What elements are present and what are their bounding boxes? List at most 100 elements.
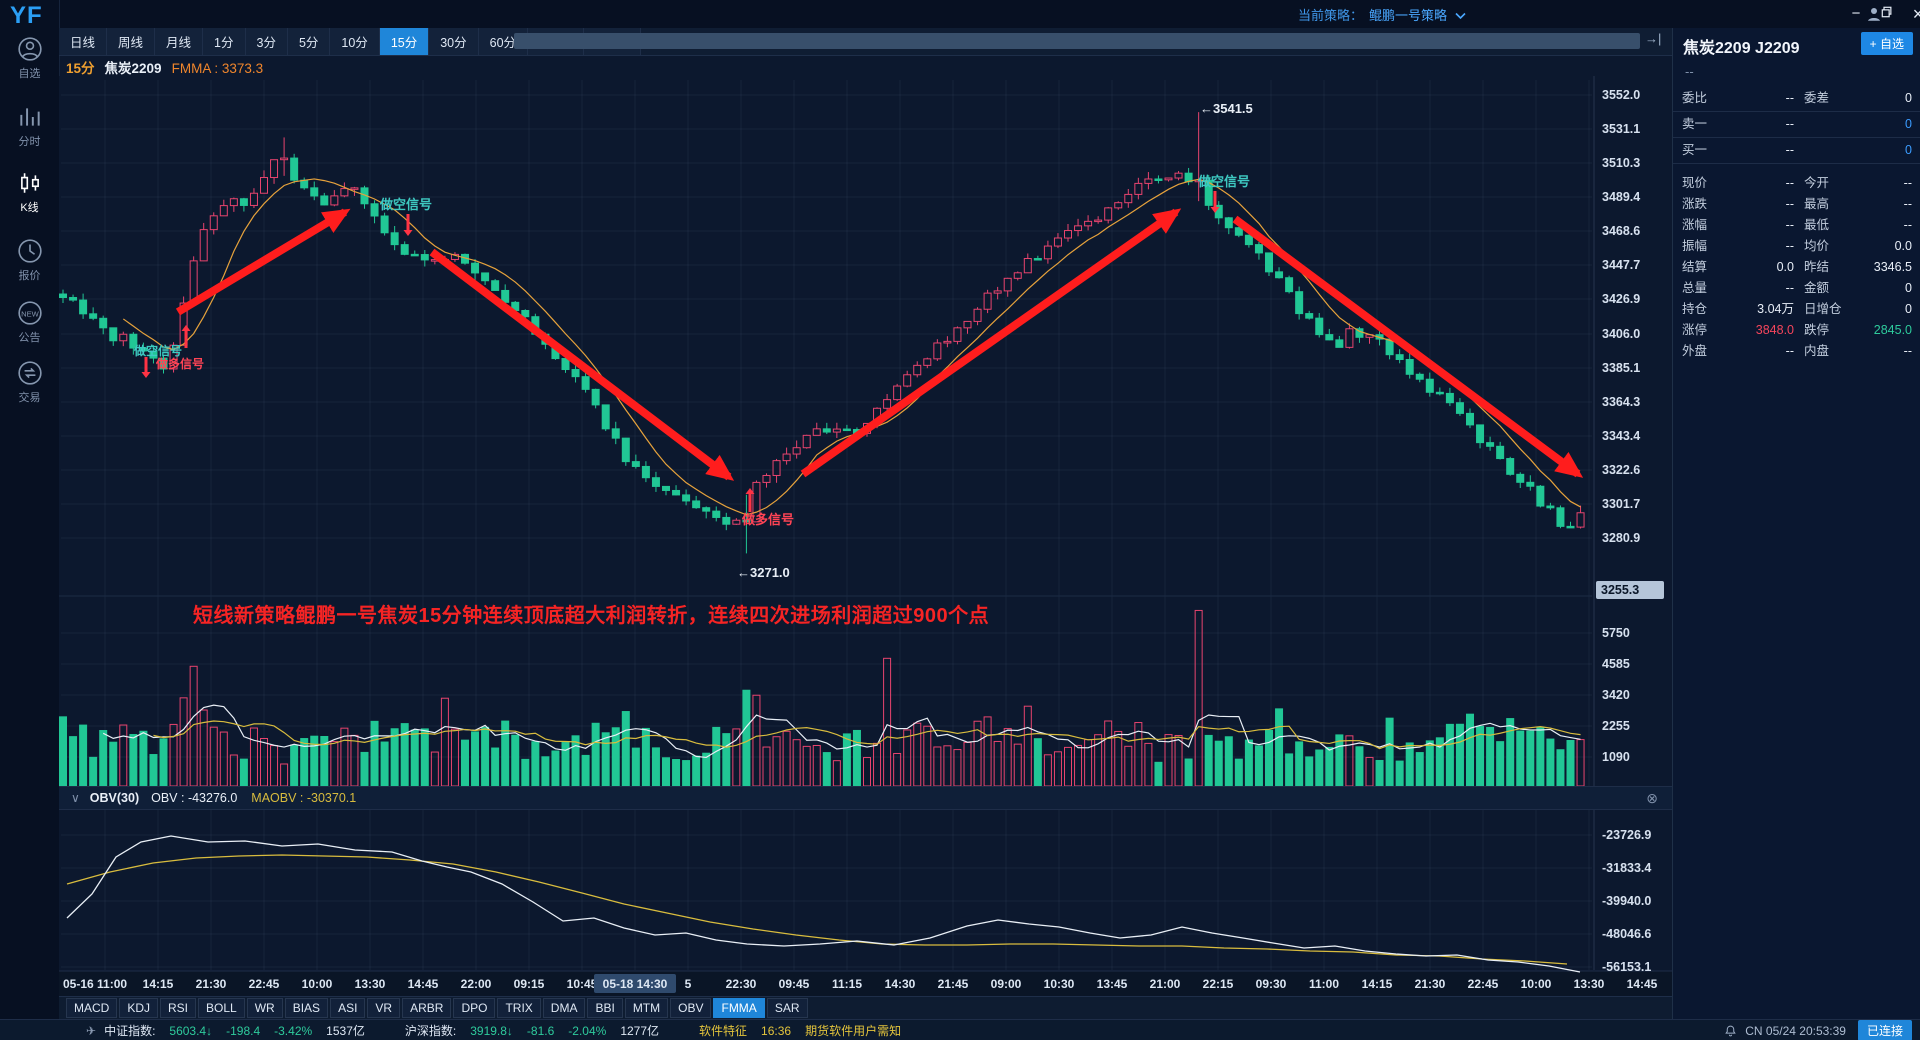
quote-label: 委差 (1804, 91, 1830, 105)
quote-row-卖一: 卖一 -- 0 (1673, 112, 1920, 138)
svg-text:-23726.9: -23726.9 (1602, 828, 1651, 842)
indicator-tab-ASI[interactable]: ASI (330, 998, 366, 1018)
svg-text:做空信号: 做空信号 (379, 197, 432, 212)
timeframe-button-15分[interactable]: 15分 (379, 28, 430, 55)
sidebar-item-announcements[interactable]: NEW 公告 (0, 300, 59, 345)
timeframe-button-月线[interactable]: 月线 (155, 28, 204, 55)
restore-icon (1881, 6, 1892, 18)
svg-text:22:15: 22:15 (1203, 977, 1234, 991)
sidebar-item-kline[interactable]: K线 (0, 170, 59, 215)
timeframe-button-日线[interactable]: 日线 (59, 28, 108, 55)
status-item: 1277亿 (620, 1024, 660, 1038)
bell-icon[interactable] (1724, 1024, 1737, 1038)
indicator-tab-ARBR[interactable]: ARBR (402, 998, 452, 1018)
minimize-button[interactable]: − (1851, 5, 1861, 22)
app-logo: YF (10, 2, 43, 29)
timeframe-button-3分[interactable]: 3分 (245, 28, 288, 55)
indicator-tab-MACD[interactable]: MACD (66, 998, 118, 1018)
close-indicator-icon[interactable]: ⊗ (1646, 789, 1658, 806)
chart-header: 15分 焦炭2209 FMMA : 3373.3 (66, 57, 263, 77)
quote-row-涨幅: 涨幅 -- 最低 -- (1673, 215, 1920, 236)
status-item: -81.6 (526, 1023, 555, 1038)
svg-text:3364.3: 3364.3 (1602, 395, 1640, 409)
svg-text:14:45: 14:45 (408, 977, 439, 991)
kline-chart-canvas[interactable]: 05-16 11:00 14:15 21:30 22:45 10:00 13:30 14:4… (59, 76, 1672, 996)
sidebar-item-watchlist[interactable]: 自选 (0, 36, 59, 81)
sidebar-item-timeshare[interactable]: 分时 (0, 104, 59, 149)
transfer-arrows-icon (17, 361, 42, 385)
chevron-down-icon[interactable] (1455, 12, 1466, 20)
svg-text:10:00: 10:00 (302, 977, 333, 991)
obv-value: OBV : -43276.0 (151, 791, 238, 805)
indicator-tab-FMMA[interactable]: FMMA (713, 998, 765, 1018)
quote-value: 3848.0 (1755, 323, 1794, 337)
indicator-tab-BIAS[interactable]: BIAS (284, 998, 329, 1018)
obv-lines (66, 835, 1581, 973)
svg-text:14:30: 14:30 (885, 977, 916, 991)
quote-label: 现价 (1682, 176, 1708, 190)
svg-text:21:30: 21:30 (196, 977, 227, 991)
svg-text:13:45: 13:45 (1097, 977, 1128, 991)
svg-text:09:15: 09:15 (514, 977, 545, 991)
quote-label: 金额 (1804, 281, 1830, 295)
timeframe-button-周线[interactable]: 周线 (107, 28, 156, 55)
svg-text:-56153.1: -56153.1 (1602, 960, 1651, 974)
svg-text:21:00: 21:00 (1150, 977, 1181, 991)
indicator-tab-DPO[interactable]: DPO (453, 998, 496, 1018)
quote-label: 委比 (1682, 91, 1708, 105)
maobv-value: MAOBV : -30370.1 (251, 791, 357, 805)
indicator-tab-WR[interactable]: WR (246, 998, 283, 1018)
indicator-tab-MTM[interactable]: MTM (624, 998, 669, 1018)
indicator-tab-VR[interactable]: VR (367, 998, 401, 1018)
clock-icon (17, 239, 42, 263)
user-icon[interactable] (1865, 5, 1883, 28)
quote-value: 0.0 (1894, 239, 1912, 253)
svg-text:3468.6: 3468.6 (1602, 224, 1640, 238)
indicator-tab-BBI[interactable]: BBI (587, 998, 623, 1018)
chevron-down-icon[interactable]: ∨ (71, 791, 80, 805)
sidebar-item-label: 自选 (18, 68, 41, 80)
indicator-tab-KDJ[interactable]: KDJ (119, 998, 159, 1018)
sidebar-item-quotes[interactable]: 报价 (0, 238, 59, 283)
status-item: 3919.8↓ (470, 1023, 513, 1038)
quote-label (1794, 138, 1860, 163)
candlestick-icon (20, 173, 39, 193)
strategy-selector[interactable]: 鲲鹏一号策略 (1369, 8, 1448, 23)
connection-status-button[interactable]: 已连接 (1857, 1020, 1912, 1040)
svg-text:09:45: 09:45 (779, 977, 810, 991)
indicator-tab-SAR[interactable]: SAR (766, 998, 808, 1018)
indicator-tab-TRIX[interactable]: TRIX (497, 998, 541, 1018)
indicator-tab-RSI[interactable]: RSI (160, 998, 197, 1018)
quote-row-涨跌: 涨跌 -- 最高 -- (1673, 194, 1920, 215)
indicator-tab-OBV[interactable]: OBV (670, 998, 712, 1018)
quote-value: -- (1903, 176, 1912, 190)
timeframe-button-5分[interactable]: 5分 (287, 28, 331, 55)
chart-scrollbar-thumb[interactable] (514, 33, 1640, 49)
close-button[interactable]: × (1912, 4, 1920, 24)
quote-value: 3.04万 (1757, 302, 1794, 316)
add-watchlist-button[interactable]: + 自选 (1860, 32, 1913, 55)
svg-text:1090: 1090 (1602, 750, 1630, 764)
quote-row-委比: 委比 -- 委差 0 (1673, 86, 1920, 112)
timeframe-button-1分[interactable]: 1分 (203, 28, 246, 55)
quote-value: 0.0 (1776, 260, 1794, 274)
chart-period: 15分 (66, 61, 95, 76)
strategy-label: 当前策略： (1298, 8, 1364, 23)
quote-value: -- (1785, 117, 1794, 131)
sidebar-item-trade[interactable]: 交易 (0, 360, 59, 405)
svg-text:3552.0: 3552.0 (1602, 88, 1640, 102)
indicator-tab-BOLL[interactable]: BOLL (198, 998, 245, 1018)
candles (59, 112, 1585, 554)
user-circle-icon (17, 37, 42, 61)
collapse-panel-icon[interactable]: →| (1645, 31, 1662, 46)
quote-label: 持仓 (1682, 302, 1708, 316)
quote-value: 0 (1905, 117, 1912, 131)
quote-label: 今开 (1804, 176, 1830, 190)
svg-text:3447.7: 3447.7 (1602, 258, 1640, 272)
restore-button[interactable] (1873, 2, 1901, 26)
svg-text:21:45: 21:45 (938, 977, 969, 991)
quote-row-结算: 结算 0.0 昨结 3346.5 (1673, 257, 1920, 278)
timeframe-button-30分[interactable]: 30分 (429, 28, 479, 55)
indicator-tab-DMA[interactable]: DMA (542, 998, 586, 1018)
timeframe-button-10分[interactable]: 10分 (330, 28, 380, 55)
